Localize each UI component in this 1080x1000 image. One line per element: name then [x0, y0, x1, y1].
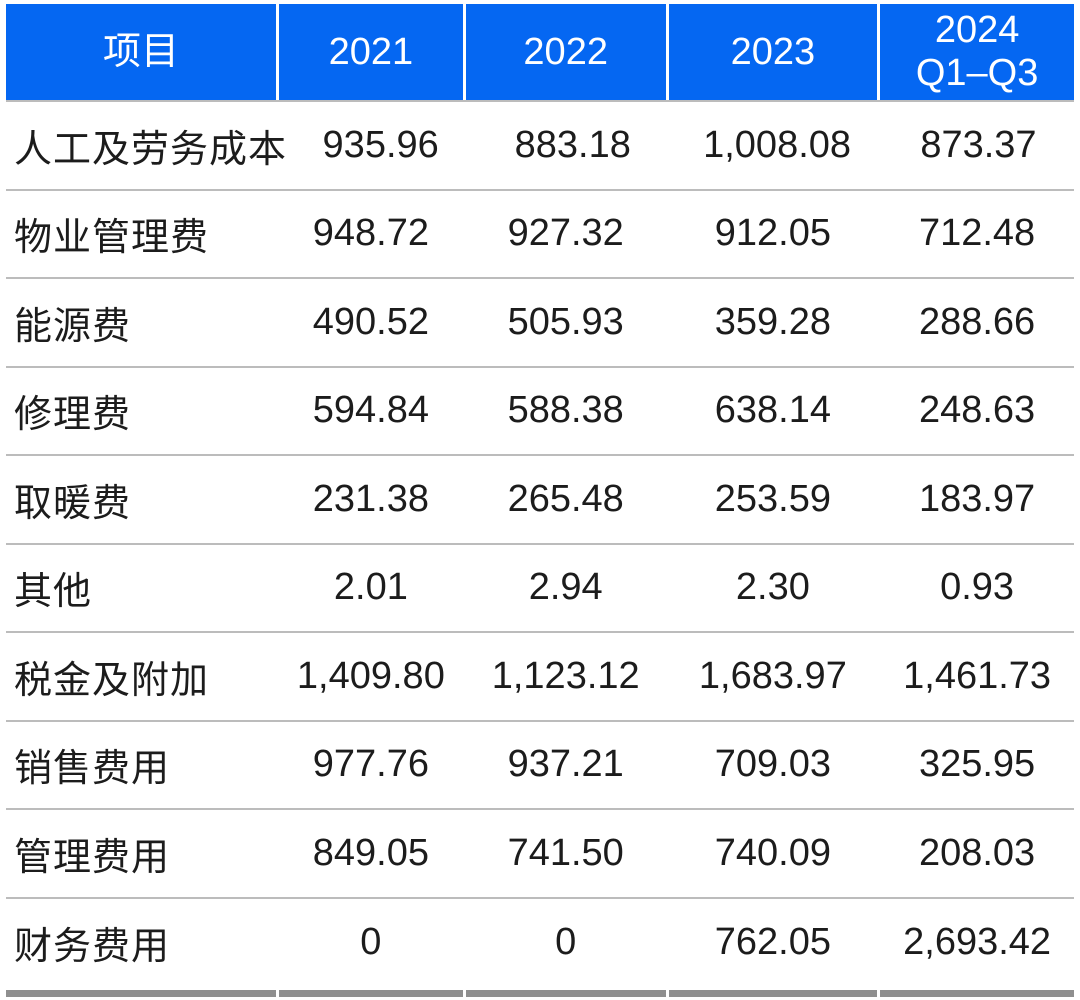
value-cell: 740.09 [714, 831, 831, 874]
table-row: 物业管理费 948.72 927.32 912.05 712.48 [6, 191, 1074, 279]
table-row: 销售费用 977.76 937.21 709.03 325.95 [6, 722, 1074, 810]
value-cell: 2.30 [735, 566, 810, 609]
value-cell: 183.97 [918, 477, 1036, 520]
value-cell: 849.05 [312, 831, 429, 874]
value-cell: 741.50 [507, 831, 624, 874]
value-cell: 927.32 [507, 212, 624, 255]
table-row: 人工及劳务成本 935.96 883.18 1,008.08 873.37 [6, 102, 1074, 191]
table-row: 管理费用 849.05 741.50 740.09 208.03 [6, 810, 1074, 899]
value-cell: 2.01 [333, 566, 408, 609]
value-cell: 0 [555, 921, 577, 964]
value-cell: 935.96 [322, 123, 439, 166]
value-cell: 265.48 [507, 477, 624, 520]
value-cell: 977.76 [312, 743, 429, 786]
row-label: 人工及劳务成本 [14, 128, 288, 171]
header-cell-2024-q1-q3: 2024 Q1–Q3 [880, 4, 1074, 100]
value-cell: 359.28 [714, 300, 831, 343]
value-cell: 2.94 [528, 566, 603, 609]
row-label: 能源费 [14, 305, 132, 348]
strip-segment [465, 990, 666, 997]
strip-segment [278, 990, 463, 997]
value-cell: 505.93 [507, 300, 624, 343]
value-cell: 1,461.73 [903, 654, 1052, 697]
table-row: 财务费用 0 0 762.05 2,693.42 [6, 899, 1074, 988]
value-cell: 594.84 [312, 389, 429, 432]
value-cell: 325.95 [918, 743, 1036, 786]
value-cell: 490.52 [312, 300, 429, 343]
strip-segment [6, 990, 276, 997]
value-cell: 873.37 [920, 123, 1037, 166]
value-cell: 948.72 [312, 212, 429, 255]
row-label: 取暖费 [14, 482, 132, 525]
strip-segment [668, 990, 878, 997]
table-row: 其他 2.01 2.94 2.30 0.93 [6, 545, 1074, 633]
value-cell: 1,683.97 [698, 654, 847, 697]
value-cell: 1,409.80 [296, 654, 445, 697]
value-cell: 638.14 [714, 389, 831, 432]
value-cell: 248.63 [918, 389, 1036, 432]
value-cell: 0.93 [940, 566, 1015, 609]
value-cell: 1,008.08 [703, 123, 852, 166]
value-cell: 588.38 [507, 389, 624, 432]
row-label: 财务费用 [14, 926, 171, 969]
value-cell: 937.21 [507, 743, 624, 786]
value-cell: 912.05 [714, 212, 831, 255]
header-cell-2022: 2022 [465, 4, 666, 100]
value-cell: 762.05 [714, 921, 831, 964]
value-cell: 253.59 [714, 477, 831, 520]
value-cell: 288.66 [918, 300, 1036, 343]
value-cell: 712.48 [918, 212, 1036, 255]
value-cell: 0 [360, 921, 382, 964]
value-cell: 208.03 [918, 831, 1036, 874]
cutoff-next-row-strip [6, 990, 1074, 997]
row-label: 销售费用 [14, 748, 171, 791]
value-cell: 2,693.42 [903, 921, 1052, 964]
header-cell-item: 项目 [6, 4, 276, 100]
header-cell-2023: 2023 [668, 4, 878, 100]
row-label: 其他 [14, 571, 93, 614]
strip-segment [880, 990, 1074, 997]
row-label: 管理费用 [14, 836, 171, 879]
row-label: 税金及附加 [14, 659, 210, 702]
table-body: 人工及劳务成本 935.96 883.18 1,008.08 873.37 物业管理费 94… [6, 102, 1074, 987]
value-cell: 231.38 [312, 477, 429, 520]
table-row: 税金及附加 1,409.80 1,123.12 1,683.97 1,461.73 [6, 633, 1074, 722]
value-cell: 883.18 [514, 123, 631, 166]
value-cell: 709.03 [714, 743, 831, 786]
table-row: 修理费 594.84 588.38 638.14 248.63 [6, 368, 1074, 456]
table-row: 取暖费 231.38 265.48 253.59 183.97 [6, 456, 1074, 545]
table-header: 项目 2021 2022 2023 2024 Q1–Q3 [6, 4, 1074, 102]
row-label: 修理费 [14, 394, 132, 437]
header-cell-2021: 2021 [278, 4, 463, 100]
row-label: 物业管理费 [14, 217, 210, 260]
table-row: 能源费 490.52 505.93 359.28 288.66 [6, 279, 1074, 368]
value-cell: 1,123.12 [491, 654, 640, 697]
